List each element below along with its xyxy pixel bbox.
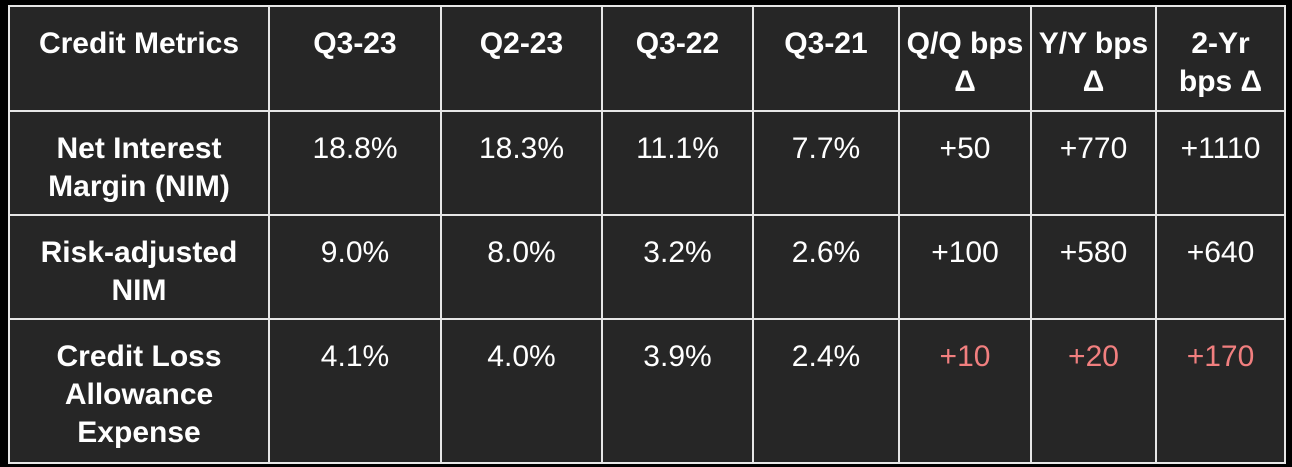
row-label: Risk-adjusted NIM (8, 214, 270, 320)
table-row: Credit Loss Allowance Expense 4.1% 4.0% 3.9… (8, 318, 1286, 464)
header-cell: Credit Metrics (8, 5, 270, 112)
table-cell: 4.1% (268, 318, 442, 464)
header-cell: Q3-23 (268, 5, 442, 112)
table-cell: 18.8% (268, 110, 442, 216)
table-cell: +170 (1155, 318, 1286, 464)
table-cell: 3.2% (601, 214, 754, 320)
table-cell: +20 (1030, 318, 1157, 464)
table-cell: 8.0% (440, 214, 603, 320)
table-cell: 18.3% (440, 110, 603, 216)
credit-metrics-table: Credit Metrics Q3-23 Q2-23 Q3-22 Q3-21 Q/Q bp… (8, 5, 1286, 464)
table-cell: 9.0% (268, 214, 442, 320)
table-cell: +640 (1155, 214, 1286, 320)
table-cell: +1110 (1155, 110, 1286, 216)
table-cell: +580 (1030, 214, 1157, 320)
table-cell: 7.7% (752, 110, 900, 216)
table-cell: +10 (898, 318, 1032, 464)
table-cell: 2.4% (752, 318, 900, 464)
table-cell: 11.1% (601, 110, 754, 216)
row-label: Net Interest Margin (NIM) (8, 110, 270, 216)
table-cell: +770 (1030, 110, 1157, 216)
header-cell: Q2-23 (440, 5, 603, 112)
header-cell: Q3-21 (752, 5, 900, 112)
table-row: Net Interest Margin (NIM) 18.8% 18.3% 11.1%… (8, 110, 1286, 216)
table-cell: +100 (898, 214, 1032, 320)
header-row: Credit Metrics Q3-23 Q2-23 Q3-22 Q3-21 Q/Q bp… (8, 5, 1286, 112)
header-cell: Q3-22 (601, 5, 754, 112)
row-label: Credit Loss Allowance Expense (8, 318, 270, 464)
header-cell: 2-Yr bps Δ (1155, 5, 1286, 112)
header-cell: Q/Q bps Δ (898, 5, 1032, 112)
table-cell: 2.6% (752, 214, 900, 320)
table-cell: 4.0% (440, 318, 603, 464)
header-cell: Y/Y bps Δ (1030, 5, 1157, 112)
table-cell: +50 (898, 110, 1032, 216)
table-cell: 3.9% (601, 318, 754, 464)
table-row: Risk-adjusted NIM 9.0% 8.0% 3.2% 2.6% +100 +58… (8, 214, 1286, 320)
